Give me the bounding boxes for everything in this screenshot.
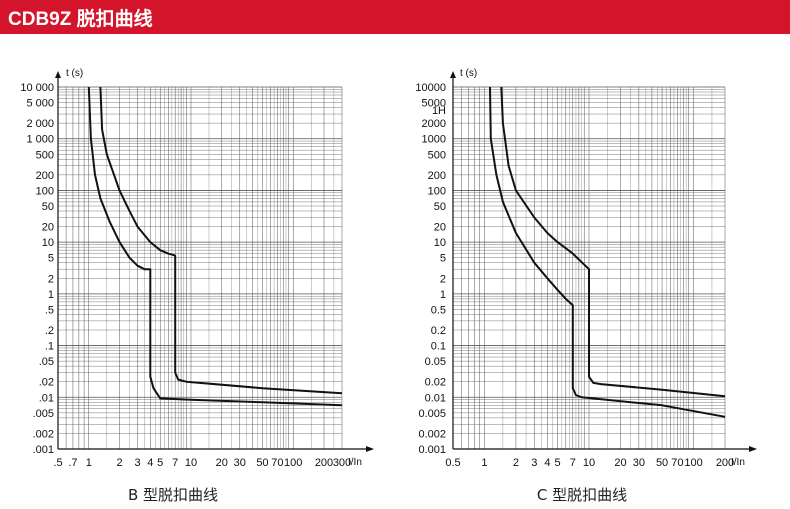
y-tick-label: 5 000 [26, 98, 54, 110]
y-tick-label: 20 [42, 222, 54, 234]
trip-curve-upper [99, 86, 343, 395]
x-tick-label: 200 [315, 457, 333, 469]
y-tick-label: 10 [42, 237, 54, 249]
y-tick-label: 100 [36, 185, 54, 197]
chart-caption: C 型脱扣曲线 [537, 486, 627, 504]
y-tick-label: .1 [45, 341, 54, 353]
x-tick-label: 20 [614, 457, 626, 469]
y-tick-label: 500 [428, 149, 446, 161]
grid [452, 86, 726, 450]
y-tick-label: 50 [434, 201, 446, 213]
trip-curve-upper [500, 86, 726, 398]
trip-curve-lower [489, 86, 726, 418]
x-tick-label: 7 [172, 457, 178, 469]
x-tick-label: 100 [684, 457, 702, 469]
x-tick-label: 30 [633, 457, 645, 469]
x-tick-label: 3 [531, 457, 537, 469]
y-tick-label: 0.001 [418, 444, 446, 456]
y-axis-arrow [55, 71, 61, 78]
y-tick-label: 0.005 [418, 408, 446, 420]
y-tick-label: 1 [48, 289, 54, 301]
y-tick-label: 10000 [415, 82, 446, 94]
y-tick-label: .05 [39, 356, 54, 368]
x-tick-label: 7 [570, 457, 576, 469]
page-title: CDB9Z 脱扣曲线 [8, 8, 153, 30]
trip-curve-lower [87, 86, 343, 407]
x-tick-label: 10 [185, 457, 197, 469]
x-tick-label: 5 [554, 457, 560, 469]
title-bar: CDB9Z 脱扣曲线 [0, 0, 790, 34]
x-tick-label: 4 [147, 457, 153, 469]
y-tick-label: 2 [48, 273, 54, 285]
y-tick-label: 500 [36, 149, 54, 161]
y-axis-label: t (s) [460, 68, 477, 79]
grid [57, 86, 343, 450]
y-tick-label: 0.2 [431, 325, 446, 337]
x-tick-label: 1 [86, 457, 92, 469]
y-axis-arrow [450, 71, 456, 78]
y-tick-label: .001 [33, 444, 54, 456]
y-tick-label: 200 [36, 170, 54, 182]
y-tick-label: 5 [440, 253, 446, 265]
chart-caption: B 型脱扣曲线 [128, 486, 218, 504]
y-axis-label: t (s) [66, 68, 83, 79]
y-tick-label: .005 [33, 408, 54, 420]
y-tick-label: 200 [428, 170, 446, 182]
x-axis-arrow [366, 446, 374, 452]
chart-1: t (s) I/In 10 000 5 000 2 000 1 000 500 200 100 5… [20, 68, 374, 504]
x-tick-label: 1 [481, 457, 487, 469]
y-tick-label: 10 000 [20, 82, 54, 94]
x-axis-label: I/In [348, 457, 362, 468]
x-tick-label: 300 [333, 457, 351, 469]
x-tick-label: 4 [544, 457, 550, 469]
x-tick-label: 50 [656, 457, 668, 469]
y-tick-label: 1 000 [26, 134, 54, 146]
x-tick-label: 0.5 [445, 457, 460, 469]
y-tick-label: 2 [440, 273, 446, 285]
x-tick-label: 50 [256, 457, 268, 469]
y-tick-label: .01 [39, 392, 54, 404]
y-tick-label: 5 [48, 253, 54, 265]
y-tick-label: 1000 [422, 134, 446, 146]
y-tick-label: 0.05 [425, 356, 446, 368]
x-axis-label: I/In [731, 457, 745, 468]
y-tick-label: 10 [434, 237, 446, 249]
y-tick-label: .02 [39, 377, 54, 389]
y-tick-label: 0.1 [431, 341, 446, 353]
x-tick-label: 70 [271, 457, 283, 469]
y-tick-label: 5000 [422, 98, 446, 110]
x-tick-label: 100 [284, 457, 302, 469]
y-tick-label: .002 [33, 428, 54, 440]
x-tick-label: .7 [68, 457, 77, 469]
x-tick-label: 70 [671, 457, 683, 469]
x-tick-label: 20 [216, 457, 228, 469]
y-tick-label: 0.002 [418, 428, 446, 440]
x-tick-label: 2 [513, 457, 519, 469]
x-tick-label: 5 [157, 457, 163, 469]
y-tick-label: 50 [42, 201, 54, 213]
y-tick-label: 0.5 [431, 304, 446, 316]
x-tick-label: 200 [716, 457, 734, 469]
y-tick-label: .2 [45, 325, 54, 337]
y-tick-label: 20 [434, 222, 446, 234]
x-tick-label: 3 [134, 457, 140, 469]
x-tick-label: 2 [116, 457, 122, 469]
x-tick-label: 30 [234, 457, 246, 469]
y-tick-label: 0.01 [425, 392, 446, 404]
y-tick-label: 2000 [422, 118, 446, 130]
x-axis-arrow [749, 446, 757, 452]
y-tick-label: 1H [432, 105, 446, 117]
y-tick-label: 1 [440, 289, 446, 301]
x-tick-label: 10 [583, 457, 595, 469]
y-tick-label: .5 [45, 304, 54, 316]
y-tick-label: 0.02 [425, 377, 446, 389]
y-tick-label: 100 [428, 185, 446, 197]
y-tick-label: 2 000 [26, 118, 54, 130]
x-tick-label: .5 [53, 457, 62, 469]
